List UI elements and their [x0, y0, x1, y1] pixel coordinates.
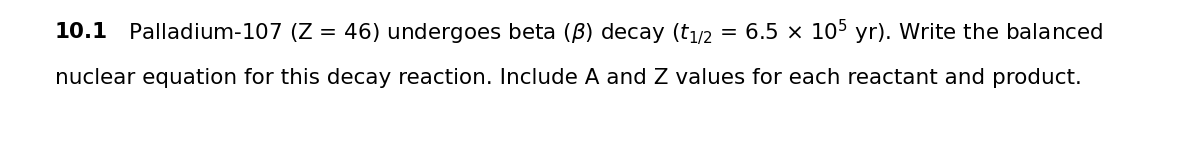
Text: Palladium-107 (Z = 46) undergoes beta ($\beta$) decay ($t_{1/2}$ = 6.5 $\times$ : Palladium-107 (Z = 46) undergoes beta ($… — [101, 17, 1103, 47]
Text: nuclear equation for this decay reaction. Include A and Z values for each reacta: nuclear equation for this decay reaction… — [55, 68, 1082, 88]
Text: 10.1: 10.1 — [55, 22, 108, 42]
